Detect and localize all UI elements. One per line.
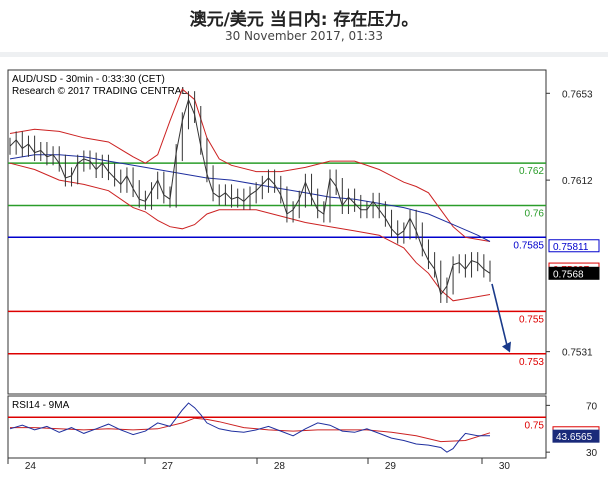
price-tag-label: 0.7568 bbox=[553, 269, 584, 280]
resistance-1-label: 0.762 bbox=[519, 166, 544, 177]
price-tag-box bbox=[548, 239, 600, 253]
support-2-label: 0.753 bbox=[519, 357, 544, 368]
x-tick-label: 24 bbox=[25, 461, 37, 472]
price-tag-label: 0.75811 bbox=[553, 242, 589, 253]
support-3-label: 0.75 bbox=[525, 420, 545, 431]
pivot-label: 0.7585 bbox=[513, 240, 544, 251]
rsi-ma-line bbox=[10, 417, 491, 443]
x-tick-label: 27 bbox=[162, 461, 174, 472]
bollinger-lower-line bbox=[9, 162, 491, 302]
price-series bbox=[9, 91, 491, 303]
rsi-tick-label: 30 bbox=[586, 448, 598, 459]
rsi-tick-label: 70 bbox=[586, 401, 598, 412]
support-1-label: 0.755 bbox=[519, 314, 544, 325]
y-tick-label: 0.7653 bbox=[562, 89, 593, 100]
bollinger-bands bbox=[9, 88, 491, 302]
page-subtitle: 30 November 2017, 01:33 bbox=[224, 29, 384, 43]
x-tick-label: 29 bbox=[385, 461, 397, 472]
rsi-line bbox=[9, 402, 490, 453]
x-tick-label: 28 bbox=[274, 461, 286, 472]
header-divider bbox=[0, 52, 608, 57]
axes: 0.7653 0.7612 0.7531 70 30 24 27 28 29 30 bbox=[7, 89, 598, 472]
page-title: 澳元/美元 当日内: 存在压力。 bbox=[189, 10, 419, 30]
forecast-arrow bbox=[491, 283, 511, 353]
rsi-title: RSI14 - 9MA bbox=[12, 400, 70, 411]
rsi-series bbox=[9, 402, 491, 453]
rsi-panel-frame bbox=[7, 395, 547, 459]
chart-copyright: Research © 2017 TRADING CENTRAL bbox=[12, 86, 187, 97]
chart-title: AUD/USD - 30min - 0:33:30 (CET) bbox=[12, 74, 165, 85]
x-tick-label: 30 bbox=[499, 461, 511, 472]
price-tag-box bbox=[548, 266, 600, 280]
resistance-2-label: 0.76 bbox=[525, 209, 545, 220]
arrow-shaft bbox=[491, 283, 509, 350]
bollinger-upper-line bbox=[9, 88, 491, 242]
y-tick-label: 0.7531 bbox=[562, 348, 593, 359]
arrow-head bbox=[502, 341, 511, 353]
level-lines: 0.762 0.76 0.7585 0.755 0.753 0.75 bbox=[8, 162, 546, 431]
price-line bbox=[9, 98, 491, 296]
rsi-tag-box bbox=[552, 429, 600, 443]
y-tick-label: 0.7612 bbox=[562, 176, 593, 187]
main-panel-frame bbox=[7, 69, 547, 395]
rsi-tag-label: 43.6565 bbox=[556, 432, 593, 443]
